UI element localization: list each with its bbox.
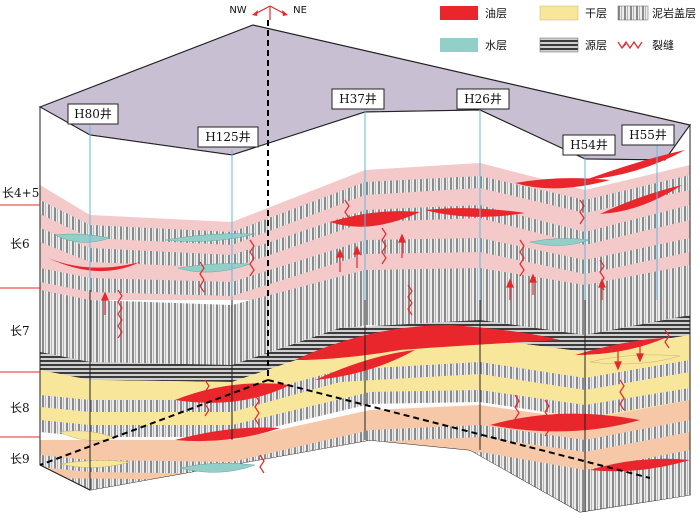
oil-lens	[295, 325, 560, 360]
layer-c6-stripe-a	[40, 205, 690, 268]
migration-arrows	[101, 233, 644, 371]
legend-swatch-source	[539, 37, 579, 53]
layer-c9-stripe	[40, 420, 690, 474]
fracture	[117, 289, 123, 339]
well-label-h26: H26井	[464, 92, 502, 106]
arrow-up	[398, 233, 406, 258]
water-lens	[529, 238, 591, 246]
arrow-up	[101, 291, 109, 315]
fracture	[381, 227, 387, 265]
fracture	[344, 199, 350, 225]
oil-lens	[515, 178, 610, 189]
water-lens	[179, 462, 256, 473]
strat-label-c7: 长7	[10, 324, 30, 338]
well-lines	[89, 108, 658, 300]
arrow-up	[529, 273, 537, 295]
legend-label-source: 源层	[585, 38, 607, 52]
layer-c8-stripe-a	[40, 360, 690, 412]
oil-lens	[575, 338, 665, 355]
compass: NW NE	[229, 5, 307, 20]
legend-label-dry: 干层	[585, 7, 607, 20]
fracture	[519, 239, 525, 277]
strat-label-c6: 长6	[10, 237, 30, 251]
legend-swatch-fracture	[617, 40, 643, 50]
legend-swatch-cap	[617, 5, 649, 21]
oil-lens	[48, 258, 140, 272]
arrow-down	[636, 340, 644, 363]
fracture	[249, 239, 255, 277]
well-label-h80: H80井	[74, 107, 112, 121]
arrow-down	[614, 348, 622, 371]
oil-lens	[590, 458, 690, 472]
compass-ne-label: NE	[293, 5, 307, 16]
oil-lens	[425, 208, 525, 217]
legend-swatch-water	[440, 38, 478, 52]
strat-label-c45: 长4+5	[2, 186, 39, 200]
strat-label-c9: 长9	[10, 452, 30, 466]
legend-label-cap: 泥岩盖层	[652, 6, 696, 20]
arrow-up	[336, 248, 344, 272]
legend-swatch-oil	[440, 6, 478, 20]
layer-c7-source	[40, 315, 690, 382]
fracture	[259, 454, 265, 474]
cut-line-right	[267, 379, 651, 479]
cut-lines	[39, 20, 651, 479]
layer-c45-stripe	[40, 175, 690, 245]
legend: 油层 干层 泥岩盖层 水层 源层 裂缝	[440, 5, 696, 53]
well-label-h37: H37井	[339, 92, 377, 106]
arrow-up	[353, 245, 361, 268]
fracture	[664, 329, 670, 349]
legend-swatch-dry	[539, 5, 579, 21]
arrow-up	[506, 278, 514, 300]
compass-nw-label: NW	[229, 5, 246, 16]
dry-lens	[59, 460, 131, 468]
fracture	[199, 261, 205, 293]
oil-lens	[600, 185, 682, 214]
layer-c8-stripe-b	[40, 388, 690, 437]
oil-lens	[175, 427, 280, 442]
well-label-h55: H55井	[629, 128, 667, 142]
strat-label-c8: 长8	[10, 401, 30, 415]
water-lens	[54, 233, 111, 243]
legend-label-fracture: 裂缝	[652, 38, 674, 52]
legend-label-water: 水层	[485, 39, 507, 52]
well-label-h54: H54井	[570, 138, 608, 152]
oil-lens	[490, 413, 640, 432]
oil-lens	[585, 150, 685, 180]
arrow-up	[598, 278, 606, 300]
fracture	[407, 284, 413, 316]
fracture	[254, 394, 260, 426]
fracture	[579, 199, 585, 225]
legend-label-oil: 油层	[485, 6, 507, 20]
fracture	[544, 399, 550, 437]
fracture	[514, 394, 520, 426]
well-labels: H80井 H125井 H37井 H26井 H54井 H55井	[67, 88, 675, 156]
oil-lens	[330, 211, 420, 227]
fractures	[117, 199, 670, 474]
cut-line-left	[39, 379, 269, 466]
well-label-h125: H125井	[205, 130, 250, 144]
fracture	[204, 379, 210, 417]
strata-labels: 长4+5 长6 长7 长8 长9	[0, 186, 40, 466]
fracture	[619, 379, 625, 411]
